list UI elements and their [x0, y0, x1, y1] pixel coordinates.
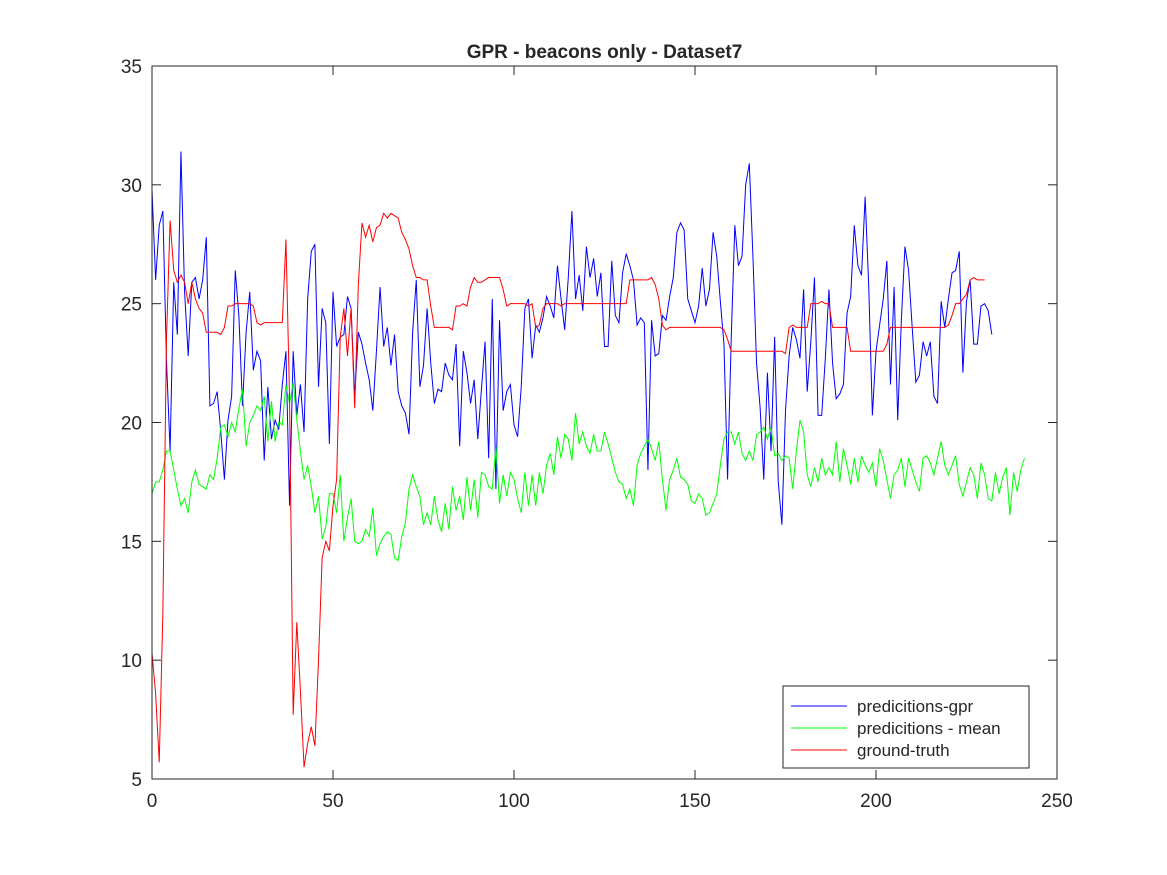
y-tick-label: 10	[121, 651, 142, 672]
series-line-1	[151, 382, 1025, 562]
x-tick-label: 0	[147, 791, 158, 812]
y-tick-label: 35	[121, 57, 142, 78]
series-line-0	[151, 151, 993, 525]
series-layer	[151, 151, 1025, 768]
legend-label: predicitions - mean	[857, 719, 1001, 738]
legend-label: ground-truth	[857, 741, 950, 760]
chart-title: GPR - beacons only - Dataset7	[467, 42, 743, 63]
x-tick-label: 50	[322, 791, 343, 812]
legend-box	[782, 685, 1030, 769]
y-tick-label: 20	[121, 414, 142, 435]
y-tick-label: 15	[121, 532, 142, 553]
x-tick-label: 100	[498, 791, 530, 812]
x-tick-label: 150	[679, 791, 711, 812]
x-tick-label: 250	[1041, 791, 1073, 812]
y-axis: 5 10 15 20 25 30 35	[121, 57, 1057, 791]
series-line-2	[151, 212, 985, 768]
y-tick-label: 25	[121, 295, 142, 316]
x-axis: 0 50 100 150 200 250	[147, 66, 1073, 812]
y-tick-label: 30	[121, 176, 142, 197]
legend-label: predicitions-gpr	[857, 697, 974, 716]
legend: predicitions-gpr predicitions - mean groun…	[782, 685, 1030, 769]
x-tick-label: 200	[860, 791, 892, 812]
y-tick-label: 5	[131, 770, 142, 791]
